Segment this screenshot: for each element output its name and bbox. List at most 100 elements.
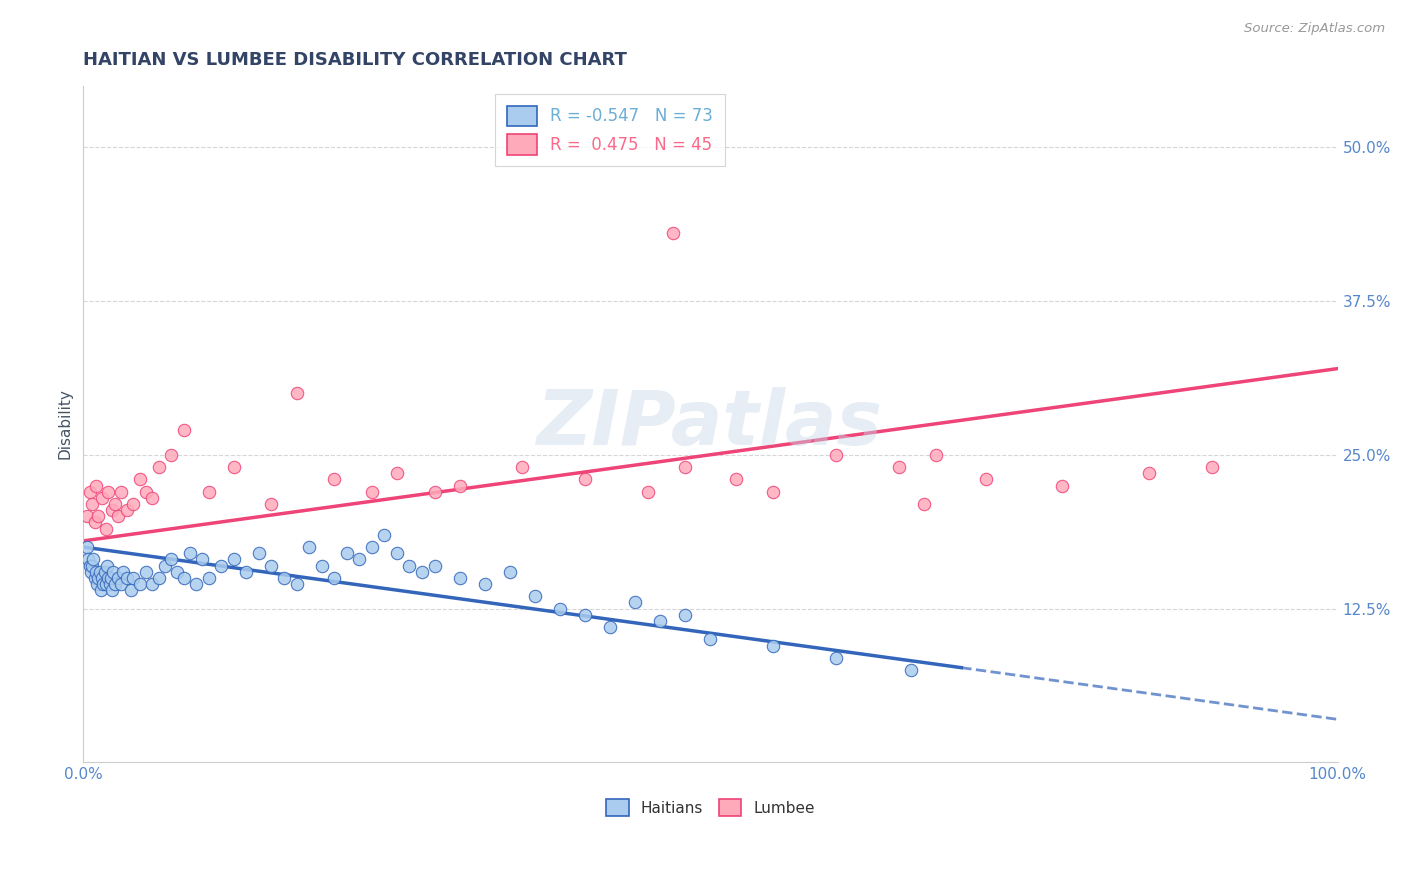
Point (662, 226, 685, 240)
Point (166, 565, 188, 579)
Point (673, 460, 696, 475)
Legend: Haitians, Lumbee: Haitians, Lumbee (599, 793, 821, 822)
Point (79, 484, 101, 499)
Point (398, 558, 420, 573)
Point (222, 460, 245, 475)
Point (101, 583, 124, 598)
Point (1050, 478, 1073, 492)
Point (523, 589, 546, 603)
Point (98, 577, 121, 591)
Point (79, 558, 101, 573)
Point (100, 571, 122, 585)
Point (499, 565, 522, 579)
Point (84, 565, 107, 579)
Point (103, 565, 125, 579)
Point (112, 565, 135, 579)
Point (160, 552, 183, 566)
Point (94, 522, 117, 536)
Point (82, 552, 104, 566)
Point (191, 552, 214, 566)
Point (762, 639, 785, 653)
Point (235, 565, 257, 579)
Point (179, 546, 201, 560)
Point (104, 497, 127, 511)
Point (323, 571, 346, 585)
Point (115, 571, 138, 585)
Point (110, 577, 132, 591)
Point (148, 571, 170, 585)
Point (101, 503, 124, 517)
Point (87, 509, 110, 524)
Point (115, 503, 138, 517)
Point (285, 577, 308, 591)
Point (247, 546, 270, 560)
Point (360, 484, 382, 499)
Point (260, 497, 283, 511)
Point (699, 632, 721, 647)
Point (107, 571, 129, 585)
Point (925, 448, 948, 462)
Point (173, 423, 195, 437)
Point (91, 571, 114, 585)
Point (285, 386, 308, 401)
Point (411, 565, 433, 579)
Point (637, 484, 659, 499)
Point (76, 540, 98, 554)
Point (311, 558, 333, 573)
Point (90, 583, 112, 598)
Point (1139, 466, 1161, 480)
Point (135, 565, 157, 579)
Point (574, 472, 596, 486)
Point (197, 571, 219, 585)
Point (93, 577, 115, 591)
Point (141, 491, 163, 505)
Point (110, 484, 132, 499)
Point (80, 565, 103, 579)
Point (574, 607, 596, 622)
Point (89, 565, 111, 579)
Point (94, 577, 117, 591)
Point (599, 620, 621, 634)
Point (887, 460, 910, 475)
Point (673, 607, 696, 622)
Point (107, 509, 129, 524)
Point (449, 571, 471, 585)
Point (349, 552, 371, 566)
Point (1201, 460, 1223, 475)
Point (128, 472, 150, 486)
Point (510, 460, 533, 475)
Point (449, 478, 471, 492)
Point (93, 565, 115, 579)
Y-axis label: Disability: Disability (58, 389, 72, 459)
Point (91, 491, 114, 505)
Point (825, 650, 848, 665)
Point (209, 558, 232, 573)
Point (83, 571, 105, 585)
Point (83, 516, 105, 530)
Point (360, 540, 382, 554)
Point (260, 558, 283, 573)
Point (336, 546, 359, 560)
Point (624, 595, 647, 609)
Point (273, 571, 295, 585)
Point (86, 577, 108, 591)
Point (385, 546, 408, 560)
Point (153, 558, 176, 573)
Point (900, 663, 922, 677)
Point (186, 577, 208, 591)
Point (97, 571, 120, 585)
Point (141, 577, 163, 591)
Point (77, 552, 100, 566)
Point (76, 509, 98, 524)
Point (423, 484, 446, 499)
Point (197, 484, 219, 499)
Point (84, 478, 107, 492)
Text: Source: ZipAtlas.com: Source: ZipAtlas.com (1244, 22, 1385, 36)
Text: HAITIAN VS LUMBEE DISABILITY CORRELATION CHART: HAITIAN VS LUMBEE DISABILITY CORRELATION… (83, 51, 627, 69)
Point (122, 571, 145, 585)
Point (423, 558, 446, 573)
Point (298, 540, 321, 554)
Point (120, 583, 142, 598)
Text: ZIPatlas: ZIPatlas (537, 387, 883, 461)
Point (976, 472, 998, 486)
